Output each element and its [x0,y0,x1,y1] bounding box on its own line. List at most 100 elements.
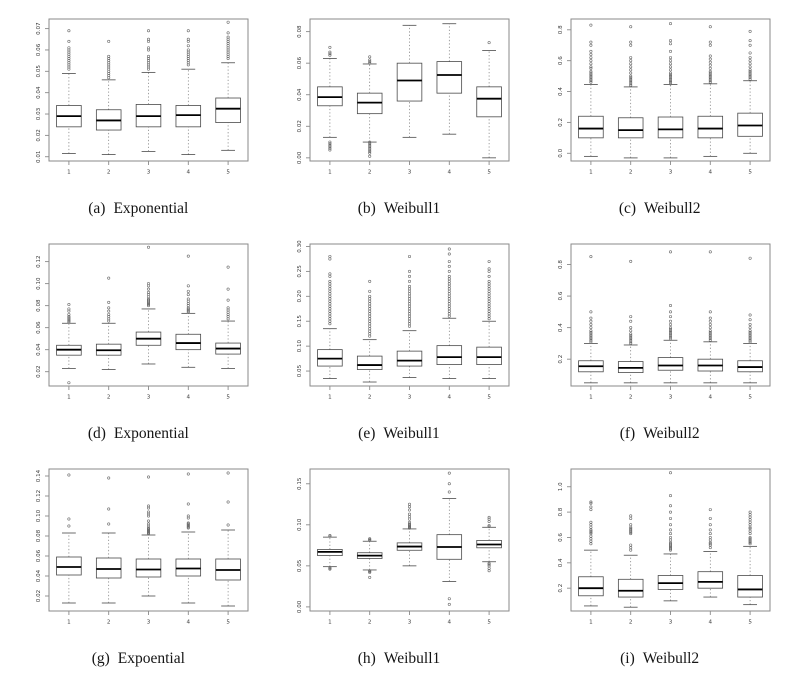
boxplot-panel-h: 0.00 0.05 0.10 0.15 1 2 3 4 5 (h) Weibull1 [269,454,530,679]
svg-text:0.04: 0.04 [297,88,303,101]
svg-text:0.06: 0.06 [36,549,42,562]
svg-text:4: 4 [708,170,712,176]
svg-text:0.2: 0.2 [558,355,564,364]
caption-label: (b) [357,200,376,217]
svg-text:0.6: 0.6 [558,56,564,65]
svg-text:0.08: 0.08 [36,299,42,312]
boxplot-chart-g-expoential: 0.02 0.04 0.06 0.08 0.10 0.12 0.14 1 2 3 4 5 [19,462,257,630]
svg-text:0.07: 0.07 [36,22,42,35]
panel-caption-b: (b) Weibull1 [358,200,441,218]
svg-text:1: 1 [589,395,593,401]
svg-text:0.14: 0.14 [36,469,42,482]
boxplot-panel-b: 0.00 0.02 0.04 0.06 0.08 1 2 3 4 5 (b) Weibull1 [269,4,530,229]
svg-text:1.0: 1.0 [558,482,564,491]
caption-label: (c) [618,200,637,217]
boxplot-svg: 0.01 0.02 0.03 0.04 0.05 0.06 0.07 1 2 3 4 5 [36,18,249,176]
svg-text:0.04: 0.04 [36,86,42,99]
caption-label: (e) [358,425,376,442]
boxplot-chart-a-exponential: 0.01 0.02 0.03 0.04 0.05 0.06 0.07 1 2 3 4 5 [19,12,257,180]
caption-name: Exponential [113,425,189,442]
svg-text:4: 4 [448,620,452,626]
svg-text:2: 2 [368,620,372,626]
svg-text:5: 5 [227,620,231,626]
panel-caption-c: (c) Weibull2 [619,200,701,218]
boxplot-chart-f-weibull2: 0.2 0.4 0.6 0.8 1 2 3 4 5 [541,237,779,405]
caption-label: (a) [88,200,106,217]
svg-text:0.00: 0.00 [297,600,303,613]
svg-text:0.02: 0.02 [36,590,42,602]
svg-text:3: 3 [408,620,412,626]
svg-text:3: 3 [668,620,672,626]
svg-text:0.8: 0.8 [558,25,564,34]
svg-text:0.00: 0.00 [297,151,303,164]
boxplot-panel-a: 0.01 0.02 0.03 0.04 0.05 0.06 0.07 1 2 3 4 5 (a) Exp… [8,4,269,229]
svg-text:1: 1 [589,170,593,176]
boxplot-chart-e-weibull1: 0.05 0.10 0.15 0.20 0.25 0.30 1 2 3 4 5 [280,237,518,405]
boxplot-svg: 0.00 0.05 0.10 0.15 1 2 3 4 5 [297,468,510,626]
svg-text:0.30: 0.30 [297,240,303,253]
svg-text:0.6: 0.6 [558,533,564,542]
caption-name: Expoential [117,650,185,667]
boxplot-chart-b-weibull1: 0.00 0.02 0.04 0.06 0.08 1 2 3 4 5 [280,12,518,180]
svg-text:1: 1 [328,620,332,626]
svg-text:0.06: 0.06 [297,57,303,70]
svg-text:2: 2 [629,620,633,626]
svg-text:0.10: 0.10 [297,518,303,531]
caption-label: (h) [357,650,376,667]
svg-text:0.02: 0.02 [36,365,42,377]
svg-text:0.4: 0.4 [558,323,564,332]
svg-text:0.02: 0.02 [36,129,42,141]
caption-name: Weibull1 [383,650,441,667]
caption-name: Weibull2 [642,650,700,667]
svg-text:0.12: 0.12 [36,490,42,502]
svg-text:4: 4 [187,620,191,626]
svg-text:0.6: 0.6 [558,291,564,300]
svg-text:0.05: 0.05 [297,559,303,572]
svg-text:3: 3 [147,395,151,401]
caption-name: Weibull1 [383,200,441,217]
caption-label: (g) [91,650,110,667]
svg-text:0.06: 0.06 [36,321,42,334]
svg-text:5: 5 [748,620,752,626]
svg-text:4: 4 [708,395,712,401]
svg-text:2: 2 [107,620,111,626]
svg-text:0.4: 0.4 [558,558,564,567]
svg-text:0.8: 0.8 [558,507,564,516]
panel-caption-f: (f) Weibull2 [620,425,700,443]
svg-text:5: 5 [227,170,231,176]
panel-caption-i: (i) Weibull2 [620,650,699,668]
svg-text:4: 4 [448,395,452,401]
caption-label: (f) [619,425,636,442]
caption-name: Weibull2 [644,200,701,217]
svg-text:1: 1 [589,620,593,626]
svg-text:1: 1 [67,620,71,626]
svg-text:5: 5 [487,170,491,176]
boxplot-chart-c-weibull2: 0.0 0.2 0.4 0.6 0.8 1 2 3 4 5 [541,12,779,180]
svg-text:0.06: 0.06 [36,43,42,56]
boxplot-svg: 0.0 0.2 0.4 0.6 0.8 1 2 3 4 5 [558,18,771,176]
svg-text:5: 5 [487,395,491,401]
svg-text:0.0: 0.0 [558,148,564,157]
svg-text:1: 1 [67,395,71,401]
caption-name: Weibull2 [643,425,700,442]
svg-text:2: 2 [629,170,633,176]
svg-text:0.02: 0.02 [297,120,303,132]
boxplot-panel-i: 0.2 0.4 0.6 0.8 1.0 1 2 3 4 5 (i) Weibull2 [529,454,790,679]
boxplot-svg: 0.02 0.04 0.06 0.08 0.10 0.12 0.14 1 2 3 4 5 [36,468,249,626]
caption-label: (d) [87,425,106,442]
svg-text:0.08: 0.08 [297,25,303,38]
svg-text:0.08: 0.08 [36,529,42,542]
svg-text:0.10: 0.10 [36,509,42,522]
svg-text:0.15: 0.15 [297,315,303,328]
caption-label: (i) [620,650,635,667]
svg-text:2: 2 [368,170,372,176]
panel-caption-h: (h) Weibull1 [358,650,441,668]
boxplot-svg: 0.05 0.10 0.15 0.20 0.25 0.30 1 2 3 4 5 [297,240,510,401]
svg-text:5: 5 [487,620,491,626]
svg-text:1: 1 [328,170,332,176]
svg-text:2: 2 [107,395,111,401]
svg-text:0.05: 0.05 [36,65,42,78]
svg-text:0.20: 0.20 [297,290,303,303]
